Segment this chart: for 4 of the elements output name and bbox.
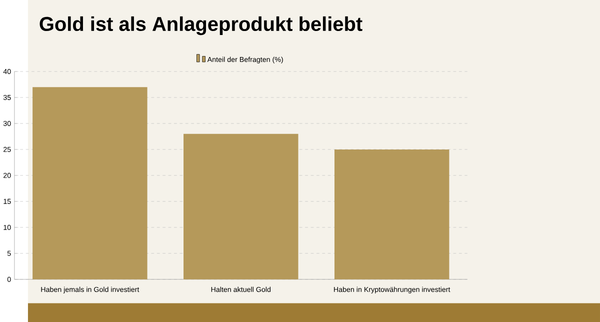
bar [184, 134, 298, 280]
bar [32, 86, 148, 280]
bar [334, 149, 450, 280]
chart-title: Gold ist als Anlageprodukt beliebt [40, 16, 362, 35]
